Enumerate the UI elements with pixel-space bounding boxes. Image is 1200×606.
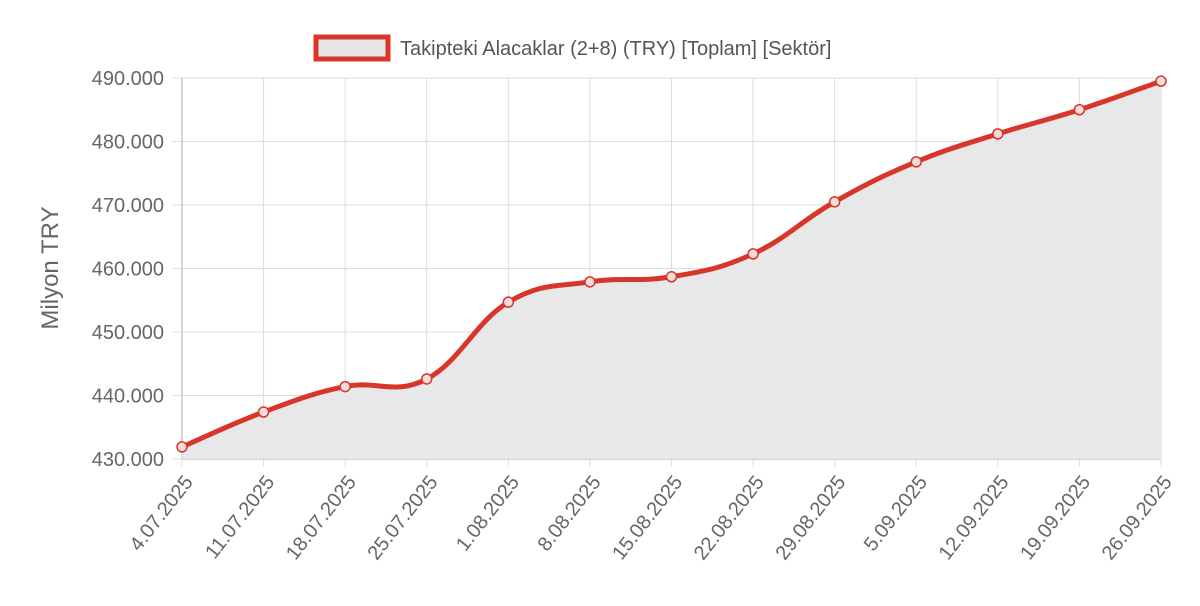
data-point[interactable]: [176, 441, 188, 453]
legend[interactable]: Takipteki Alacaklar (2+8) (TRY) [Toplam]…: [313, 34, 831, 62]
data-point[interactable]: [910, 156, 922, 168]
x-tick-label: 25.07.2025: [364, 472, 443, 564]
x-tick-label: 18.07.2025: [282, 472, 361, 564]
x-tick-label: 1.08.2025: [452, 472, 524, 556]
y-tick-label: 490.000: [92, 68, 164, 90]
data-point[interactable]: [828, 196, 841, 208]
y-tick-label: 480.000: [92, 132, 164, 154]
x-tick-label: 29.08.2025: [771, 472, 850, 564]
y-tick-label: 440.000: [92, 386, 164, 408]
data-points: [176, 75, 1167, 453]
data-point[interactable]: [747, 248, 759, 260]
data-point[interactable]: [992, 128, 1004, 140]
data-point[interactable]: [1155, 75, 1167, 87]
x-tick-label: 11.07.2025: [201, 472, 279, 563]
x-tick-label: 12.09.2025: [935, 472, 1014, 564]
y-axis-ticks: 490.000 480.000 470.000 460.000 450.000 440.0…: [92, 68, 164, 471]
data-point[interactable]: [421, 373, 433, 385]
x-tick-label: 26.09.2025: [1098, 472, 1177, 564]
x-tick-label: 19.09.2025: [1016, 472, 1095, 564]
data-point[interactable]: [584, 276, 596, 288]
x-tick-label: 15.08.2025: [608, 472, 687, 564]
data-point[interactable]: [502, 296, 515, 308]
x-tick-label: 22.08.2025: [690, 472, 769, 564]
data-point[interactable]: [665, 271, 678, 283]
x-tick-label: 4.07.2025: [126, 472, 198, 556]
x-tick-label: 5.09.2025: [860, 472, 932, 556]
legend-label[interactable]: Takipteki Alacaklar (2+8) (TRY) [Toplam]…: [400, 38, 831, 60]
y-tick-label: 470.000: [92, 195, 164, 217]
x-tick-label: 8.08.2025: [534, 472, 606, 556]
y-tick-label: 430.000: [92, 449, 164, 471]
y-tick-label: 460.000: [92, 259, 164, 281]
legend-swatch[interactable]: [313, 34, 391, 62]
data-point[interactable]: [1073, 104, 1086, 116]
x-axis-ticks: 4.07.2025 11.07.2025 18.07.2025 25.07.2025 1…: [126, 472, 1177, 564]
y-axis-title: Milyon TRY: [37, 206, 64, 329]
y-tick-label: 450.000: [92, 322, 164, 344]
series-area: [182, 81, 1161, 460]
data-point[interactable]: [257, 406, 270, 418]
data-point[interactable]: [339, 380, 351, 393]
